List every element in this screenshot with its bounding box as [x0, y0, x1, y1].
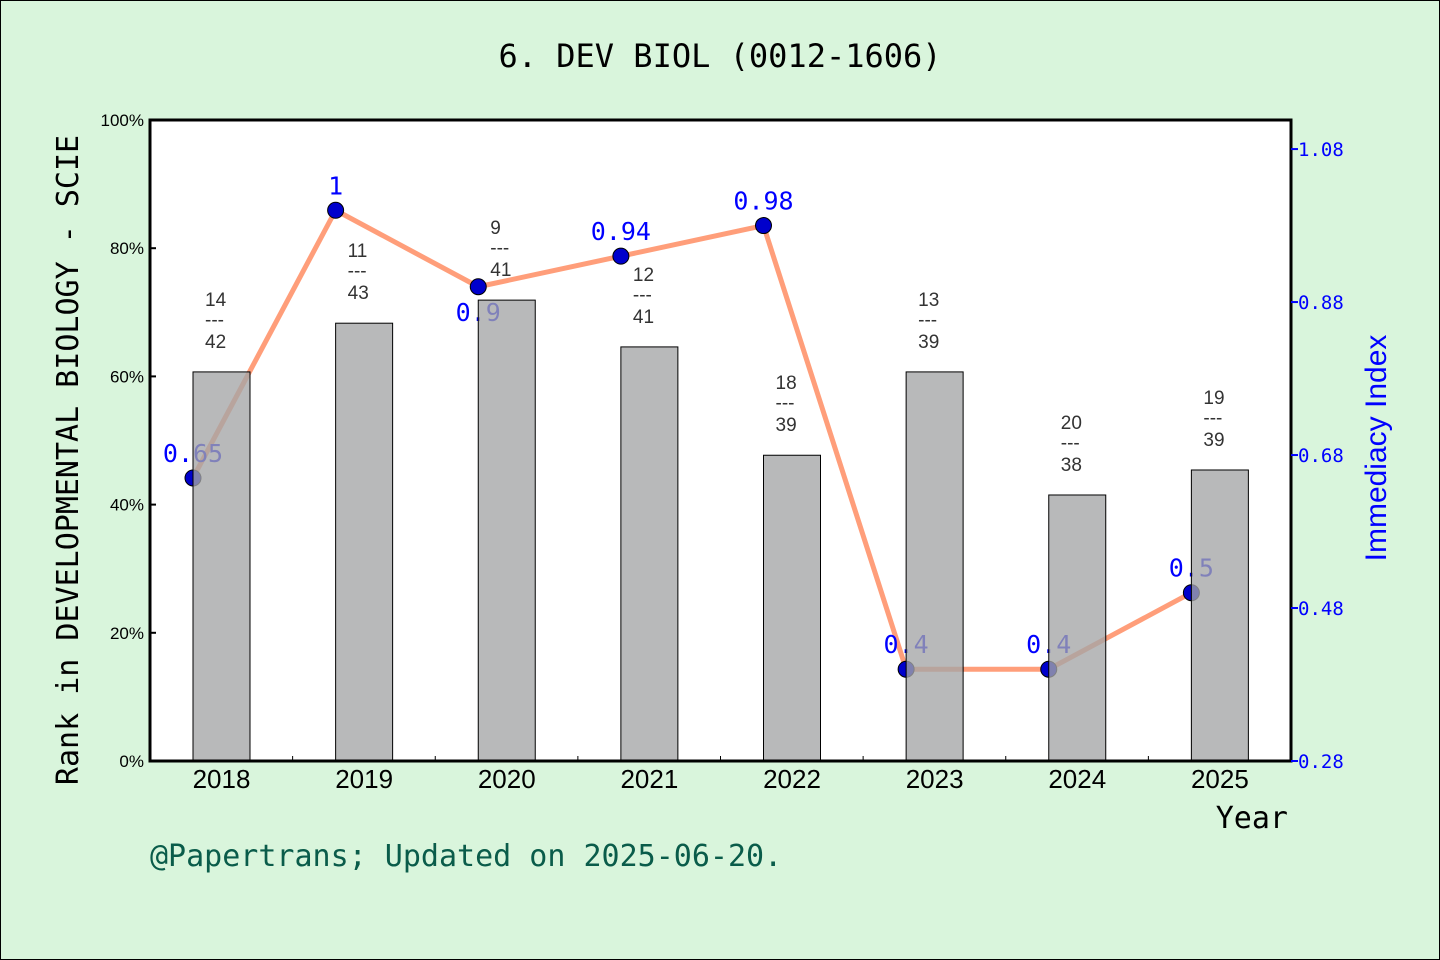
- immediacy-line: [190, 207, 1193, 672]
- left-tick-label: 20%: [110, 624, 144, 643]
- rank-denominator: 42: [205, 332, 226, 353]
- rank-divider: ---: [776, 393, 795, 414]
- rank-denominator: 38: [1061, 455, 1082, 476]
- x-tick-label: 2025: [1191, 764, 1249, 794]
- rank-denominator: 41: [633, 307, 654, 328]
- immediacy-point: [469, 278, 487, 296]
- right-tick-label: 0.88: [1298, 292, 1344, 314]
- immediacy-label: 0.94: [591, 217, 651, 246]
- immediacy-point: [327, 201, 345, 219]
- x-tick-label: 2022: [763, 764, 821, 794]
- rank-denominator: 43: [348, 283, 369, 304]
- x-tick-label: 2019: [335, 764, 393, 794]
- rank-divider: ---: [205, 310, 224, 331]
- rank-numerator: 13: [918, 290, 939, 311]
- immediacy-label: 0.98: [733, 187, 793, 216]
- rank-denominator: 39: [776, 415, 797, 436]
- rank-numerator: 11: [348, 241, 368, 262]
- rank-bar: [905, 371, 964, 762]
- immediacy-point: [612, 247, 630, 265]
- rank-divider: ---: [918, 310, 937, 331]
- rank-numerator: 20: [1061, 413, 1082, 434]
- left-tick-label: 40%: [110, 496, 144, 515]
- rank-bar: [1048, 494, 1107, 762]
- right-axis-label: Immediacy Index: [1360, 335, 1393, 562]
- chart-title: 6. DEV BIOL (0012-1606): [498, 37, 941, 75]
- rank-divider: ---: [348, 261, 367, 282]
- left-tick-label: 100%: [101, 111, 144, 130]
- rank-bar: [192, 371, 251, 762]
- rank-bar: [763, 454, 821, 762]
- x-tick-label: 2023: [906, 764, 964, 794]
- right-tick-label: 0.28: [1298, 751, 1344, 773]
- right-tick-label: 0.68: [1298, 445, 1344, 467]
- rank-numerator: 19: [1203, 388, 1224, 409]
- x-tick-label: 2018: [193, 764, 251, 794]
- rank-divider: ---: [490, 238, 509, 259]
- x-tick-label: 2020: [478, 764, 536, 794]
- plot-area: [150, 120, 1291, 761]
- left-tick-label: 0%: [119, 752, 144, 771]
- right-tick-label: 1.08: [1298, 139, 1344, 161]
- rank-divider: ---: [633, 285, 652, 306]
- rank-bar: [335, 322, 394, 762]
- left-tick-label: 60%: [110, 367, 144, 386]
- rank-numerator: 14: [205, 290, 227, 311]
- rank-divider: ---: [1203, 408, 1222, 429]
- immediacy-label: 1: [328, 171, 343, 200]
- rank-numerator: 12: [633, 265, 654, 286]
- rank-denominator: 39: [1203, 430, 1224, 451]
- rank-numerator: 9: [490, 218, 501, 239]
- rank-denominator: 39: [918, 332, 939, 353]
- rank-divider: ---: [1061, 433, 1080, 454]
- x-axis-label: Year: [1216, 801, 1288, 836]
- left-axis-label: Rank in DEVELOPMENTAL BIOLOGY - SCIE: [51, 135, 86, 785]
- left-tick-label: 80%: [110, 239, 144, 258]
- rank-bar: [477, 299, 536, 762]
- rank-bar: [620, 346, 679, 762]
- right-tick-label: 0.48: [1298, 598, 1344, 620]
- immediacy-point: [755, 217, 772, 235]
- footer-credit: @Papertrans; Updated on 2025-06-20.: [150, 839, 782, 874]
- x-tick-label: 2021: [620, 764, 678, 794]
- rank-numerator: 18: [776, 373, 797, 394]
- rank-denominator: 41: [490, 260, 511, 281]
- x-tick-label: 2024: [1048, 764, 1106, 794]
- rank-bar: [1190, 469, 1249, 762]
